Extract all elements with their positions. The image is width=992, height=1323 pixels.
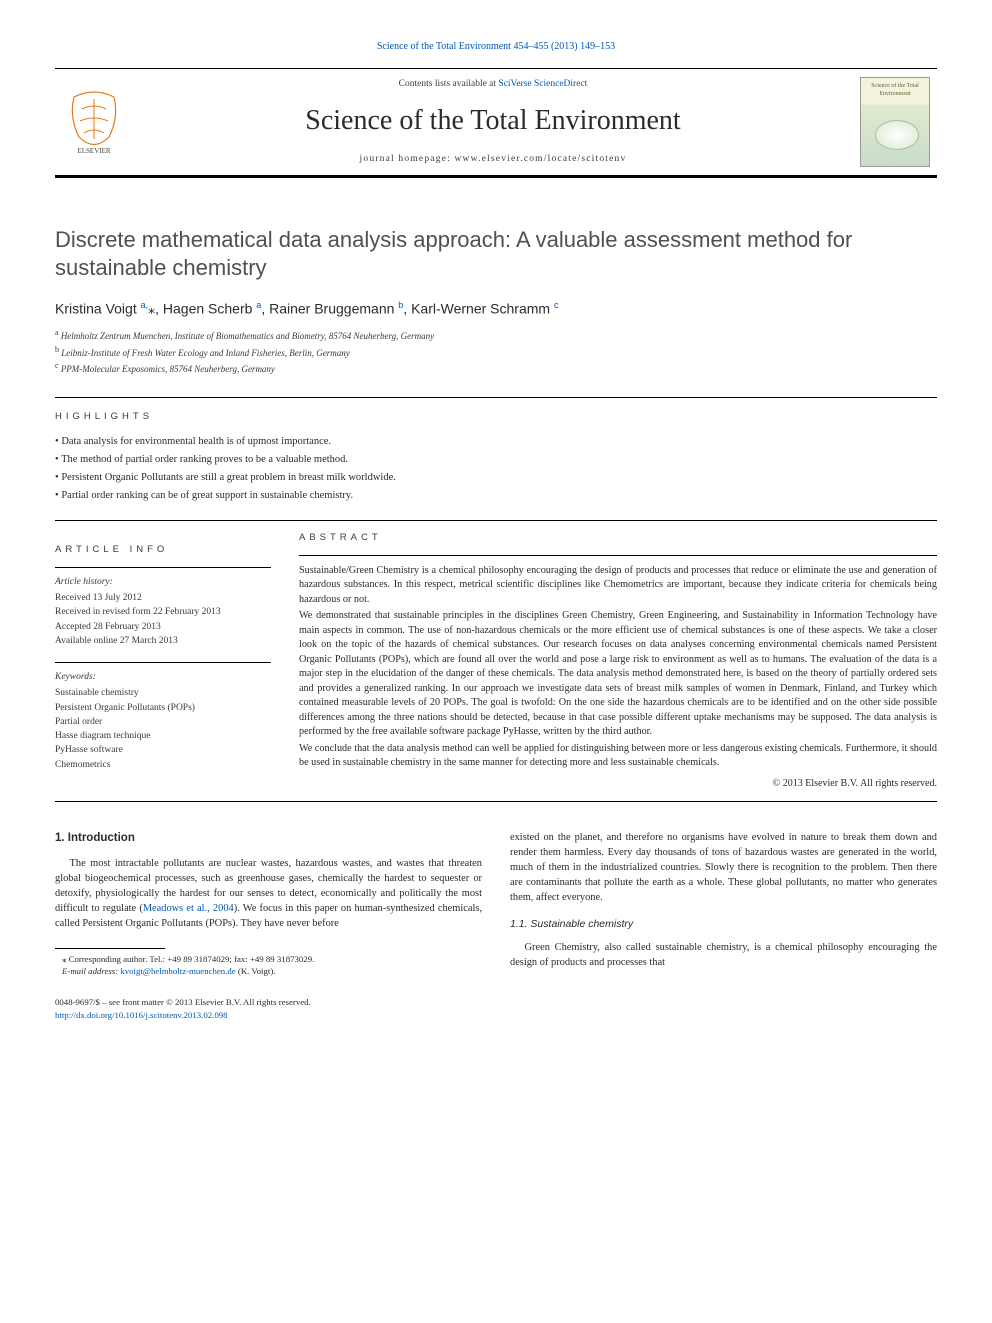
highlights-list: Data analysis for environmental health i…	[55, 433, 937, 504]
history-head: Article history:	[55, 576, 271, 589]
elsevier-logo: ELSEVIER	[64, 87, 124, 157]
sciencedirect-link[interactable]: SciVerse ScienceDirect	[498, 79, 587, 89]
rule-above-keywords	[55, 662, 271, 663]
homepage-prefix: journal homepage:	[360, 154, 455, 164]
abstract-column: ABSTRACT Sustainable/Green Chemistry is …	[299, 531, 937, 790]
keyword-item: Partial order	[55, 715, 271, 729]
keywords-lines: Sustainable chemistryPersistent Organic …	[55, 686, 271, 772]
journal-cover-box: Science of the Total Environment	[853, 69, 937, 175]
abstract-body: Sustainable/Green Chemistry is a chemica…	[299, 564, 937, 771]
email-link[interactable]: kvoigt@helmholtz-muenchen.de	[120, 966, 235, 976]
front-matter-line: 0048-9697/$ – see front matter © 2013 El…	[55, 996, 482, 1009]
keyword-item: PyHasse software	[55, 743, 271, 757]
body-column-right: existed on the planet, and therefore no …	[510, 830, 937, 1023]
rule-above-info	[55, 520, 937, 521]
keywords-head: Keywords:	[55, 671, 271, 684]
intro-cite-meadows[interactable]: Meadows et al., 2004	[143, 903, 234, 914]
rule-above-highlights	[55, 397, 937, 398]
intro-para-2: Green Chemistry, also called sustainable…	[510, 940, 937, 970]
email-line: E-mail address: kvoigt@helmholtz-muenche…	[55, 965, 482, 978]
keyword-item: Sustainable chemistry	[55, 686, 271, 700]
masthead-center: Contents lists available at SciVerse Sci…	[133, 69, 853, 175]
homepage-url: www.elsevier.com/locate/scitotenv	[454, 154, 626, 164]
article-title: Discrete mathematical data analysis appr…	[55, 226, 937, 281]
top-citation-link[interactable]: Science of the Total Environment 454–455…	[377, 41, 615, 52]
body-column-left: 1. Introduction The most intractable pol…	[55, 830, 482, 1023]
abstract-paragraph: Sustainable/Green Chemistry is a chemica…	[299, 564, 937, 607]
intro-subheading-1-1: 1.1. Sustainable chemistry	[510, 917, 937, 932]
keyword-item: Chemometrics	[55, 758, 271, 772]
doi-link[interactable]: http://dx.doi.org/10.1016/j.scitotenv.20…	[55, 1010, 228, 1020]
highlight-item: The method of partial order ranking prov…	[55, 451, 937, 469]
contents-prefix: Contents lists available at	[399, 79, 499, 89]
info-abstract-row: ARTICLE INFO Article history: Received 1…	[55, 531, 937, 790]
abstract-label: ABSTRACT	[299, 531, 937, 544]
article-info-label: ARTICLE INFO	[55, 543, 271, 556]
affiliations: a Helmholtz Zentrum Muenchen, Institute …	[55, 327, 937, 377]
masthead: ELSEVIER Contents lists available at Sci…	[55, 68, 937, 178]
footnote-rule	[55, 948, 165, 949]
history-line: Available online 27 March 2013	[55, 634, 271, 648]
rule-under-abstract-label	[299, 555, 937, 556]
authors: Kristina Voigt a,⁎, Hagen Scherb a, Rain…	[55, 299, 937, 319]
abstract-paragraph: We demonstrated that sustainable princip…	[299, 609, 937, 739]
intro-para-1-right: existed on the planet, and therefore no …	[510, 830, 937, 905]
keyword-item: Hasse diagram technique	[55, 729, 271, 743]
contents-line: Contents lists available at SciVerse Sci…	[143, 78, 843, 91]
history-line: Received in revised form 22 February 201…	[55, 605, 271, 619]
body-columns: 1. Introduction The most intractable pol…	[55, 830, 937, 1023]
abstract-paragraph: We conclude that the data analysis metho…	[299, 742, 937, 771]
history-lines: Received 13 July 2012Received in revised…	[55, 591, 271, 648]
intro-para-1-left: The most intractable pollutants are nucl…	[55, 856, 482, 931]
top-citation: Science of the Total Environment 454–455…	[55, 40, 937, 54]
footnotes: ⁎ Corresponding author. Tel.: +49 89 318…	[55, 953, 482, 979]
email-tail: (K. Voigt).	[236, 966, 276, 976]
article-info-column: ARTICLE INFO Article history: Received 1…	[55, 531, 271, 790]
copyright: © 2013 Elsevier B.V. All rights reserved…	[299, 777, 937, 791]
email-label: E-mail address:	[62, 966, 120, 976]
highlight-item: Partial order ranking can be of great su…	[55, 487, 937, 505]
history-line: Accepted 28 February 2013	[55, 620, 271, 634]
bottom-meta: 0048-9697/$ – see front matter © 2013 El…	[55, 996, 482, 1022]
highlight-item: Data analysis for environmental health i…	[55, 433, 937, 451]
rule-under-info-label	[55, 567, 271, 568]
corresponding-author: ⁎ Corresponding author. Tel.: +49 89 318…	[55, 953, 482, 966]
history-line: Received 13 July 2012	[55, 591, 271, 605]
journal-homepage: journal homepage: www.elsevier.com/locat…	[143, 153, 843, 166]
highlights-label: HIGHLIGHTS	[55, 410, 937, 423]
publisher-logo-box: ELSEVIER	[55, 69, 133, 175]
keyword-item: Persistent Organic Pollutants (POPs)	[55, 701, 271, 715]
highlight-item: Persistent Organic Pollutants are still …	[55, 469, 937, 487]
journal-name: Science of the Total Environment	[143, 101, 843, 140]
rule-below-abstract	[55, 801, 937, 802]
svg-text:ELSEVIER: ELSEVIER	[77, 147, 110, 155]
intro-heading: 1. Introduction	[55, 830, 482, 847]
journal-cover: Science of the Total Environment	[860, 77, 930, 167]
